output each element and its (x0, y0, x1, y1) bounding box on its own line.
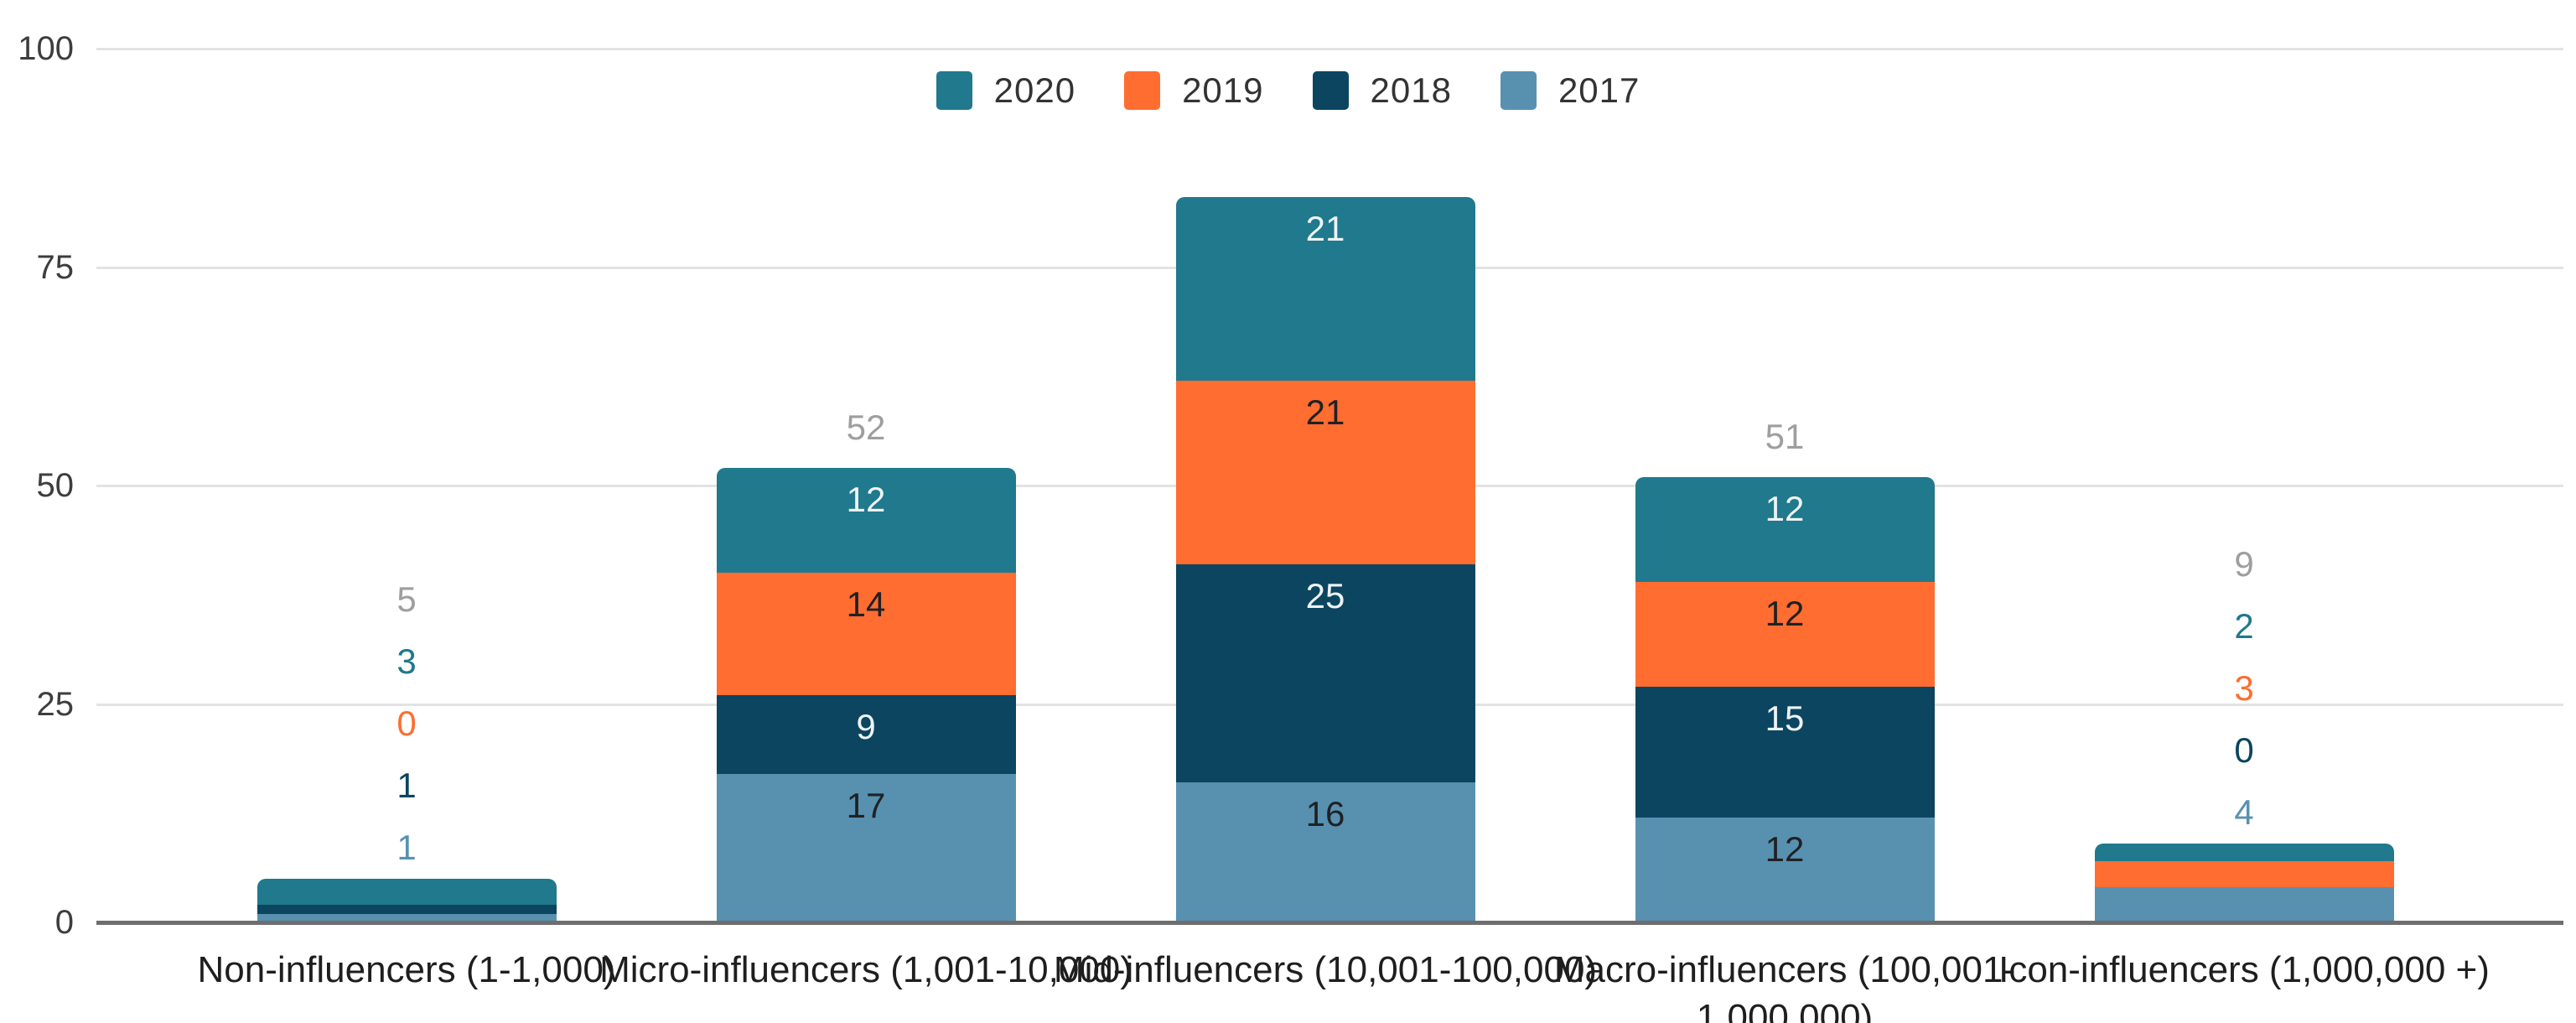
legend-item-2018[interactable]: 2018 (1312, 70, 1452, 111)
bar-segment-2019-icon-influencers[interactable] (2094, 861, 2394, 888)
value-label-2019-macro-influencers: 12 (1765, 593, 1805, 633)
total-label-non-influencers: 5 (397, 579, 417, 619)
bar-non-influencers (257, 878, 557, 922)
y-tick-25: 25 (36, 685, 75, 723)
value-label-2017-icon-influencers: 4 (2234, 792, 2254, 833)
category-label-non-influencers: Non-influencers (1-1,000) (197, 949, 616, 990)
bar-segment-2018-micro-influencers[interactable]: 9 (716, 695, 1016, 774)
bar-segment-2019-macro-influencers[interactable]: 12 (1635, 581, 1935, 687)
category-label-macro-influencers: Macro-influencers (100,001-1,000,000) (1553, 949, 2016, 1023)
value-label-2019-micro-influencers: 14 (846, 584, 886, 625)
legend-swatch-2018 (1312, 71, 1349, 110)
bar-segment-2018-non-influencers[interactable] (257, 905, 557, 914)
y-tick-50: 50 (36, 467, 75, 504)
total-label-icon-influencers: 9 (2234, 544, 2254, 584)
total-label-macro-influencers: 51 (1765, 416, 1805, 456)
bar-segment-2017-macro-influencers[interactable]: 12 (1635, 817, 1935, 922)
outside-label-stack-non-influencers: 5 3 0 1 1 (177, 569, 636, 879)
value-label-2017-mid-influencers: 16 (1305, 794, 1345, 834)
value-label-2019-non-influencers: 0 (397, 703, 417, 743)
value-label-2018-micro-influencers: 9 (856, 707, 876, 747)
category-slot-non-influencers: 5 3 0 1 1 Non-influencers (1-1,000) (177, 0, 636, 1023)
value-label-2019-mid-influencers: 21 (1305, 392, 1345, 432)
value-label-2018-icon-influencers: 0 (2234, 730, 2254, 771)
bar-segment-2019-micro-influencers[interactable]: 14 (716, 573, 1016, 696)
category-label-icon-influencers: Icon-influencers (1,000,000 +) (1998, 949, 2490, 990)
bar-segment-2017-icon-influencers[interactable] (2094, 887, 2394, 922)
y-tick-75: 75 (36, 248, 75, 286)
bar-segment-2019-mid-influencers[interactable]: 21 (1175, 380, 1475, 564)
category-label-micro-influencers: Micro-influencers (1,001-10,000) (599, 949, 1133, 990)
legend-swatch-2019 (1124, 71, 1161, 110)
bar-segment-2020-micro-influencers[interactable]: 12 (716, 468, 1016, 574)
bar-segment-2018-macro-influencers[interactable]: 15 (1635, 686, 1935, 818)
value-label-2020-icon-influencers: 2 (2234, 606, 2254, 647)
bar-segment-2017-micro-influencers[interactable]: 17 (716, 773, 1016, 922)
y-tick-100: 100 (18, 30, 74, 67)
category-slot-mid-influencers: 16 25 21 21 Mid-influencers (10,001-100,000) (1054, 0, 1597, 1023)
bar-segment-2020-mid-influencers[interactable]: 21 (1175, 197, 1475, 381)
bar-macro-influencers: 12 15 12 12 (1635, 476, 1935, 922)
gridline-100 (96, 48, 2563, 50)
bar-segment-2020-non-influencers[interactable] (257, 878, 557, 906)
category-slot-icon-influencers: 9 2 3 0 4 Icon-influencers (1,000,000 +) (1998, 0, 2490, 1023)
bar-micro-influencers: 17 9 14 12 (716, 468, 1016, 922)
value-label-2018-macro-influencers: 15 (1765, 698, 1805, 738)
bar-segment-2017-mid-influencers[interactable]: 16 (1175, 782, 1475, 922)
y-tick-0: 0 (54, 904, 74, 941)
value-label-2018-non-influencers: 1 (397, 765, 417, 805)
bar-icon-influencers (2094, 844, 2394, 922)
value-label-2017-micro-influencers: 17 (846, 785, 886, 825)
legend-swatch-2020 (936, 71, 972, 110)
category-slot-micro-influencers: 17 9 14 12 52 Micro-influencers (1,001-10,000… (599, 0, 1133, 1023)
value-label-2020-macro-influencers: 12 (1765, 488, 1805, 528)
legend-item-2020[interactable]: 2020 (936, 70, 1075, 111)
value-label-2018-mid-influencers: 25 (1305, 575, 1345, 615)
bar-segment-2020-icon-influencers[interactable] (2094, 844, 2394, 862)
value-label-2017-macro-influencers: 12 (1765, 828, 1805, 869)
bar-segment-2020-macro-influencers[interactable]: 12 (1635, 476, 1935, 582)
bar-segment-2018-mid-influencers[interactable]: 25 (1175, 563, 1475, 783)
legend-label-2020: 2020 (993, 70, 1076, 110)
outside-label-stack-icon-influencers: 9 2 3 0 4 (2014, 533, 2474, 844)
legend-label-2018: 2018 (1370, 70, 1452, 110)
legend-item-2017[interactable]: 2017 (1500, 70, 1640, 111)
value-label-2020-non-influencers: 3 (397, 641, 417, 681)
legend-item-2019[interactable]: 2019 (1124, 70, 1263, 111)
legend: 2020 2019 2018 2017 (0, 70, 2576, 111)
category-label-mid-influencers: Mid-influencers (10,001-100,000) (1053, 949, 1598, 990)
bar-mid-influencers: 16 25 21 21 (1175, 197, 1475, 922)
bar-segment-2017-non-influencers[interactable] (257, 913, 557, 922)
total-label-micro-influencers: 52 (846, 408, 886, 448)
legend-swatch-2017 (1500, 71, 1537, 110)
value-label-2020-mid-influencers: 21 (1305, 209, 1345, 249)
value-label-2019-icon-influencers: 3 (2234, 668, 2254, 709)
value-label-2020-micro-influencers: 12 (846, 480, 886, 520)
value-label-2017-non-influencers: 1 (397, 827, 417, 867)
legend-label-2019: 2019 (1182, 70, 1264, 110)
x-axis-baseline (96, 921, 2563, 925)
category-slot-macro-influencers: 12 15 12 12 51 Macro-influencers (100,001-1,0… (1554, 0, 2015, 1023)
legend-label-2017: 2017 (1558, 70, 1640, 110)
